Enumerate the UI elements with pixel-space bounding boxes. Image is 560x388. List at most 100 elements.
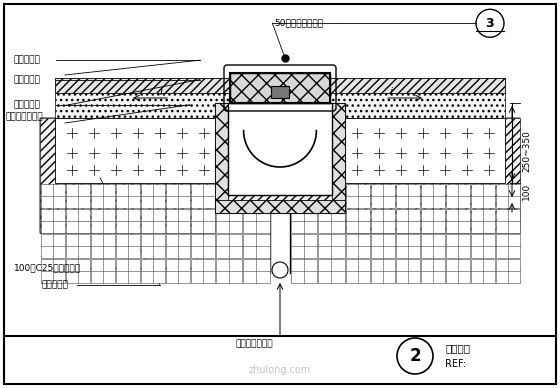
Text: 100: 100 [522,183,531,200]
Bar [346,234,370,258]
Bar [40,258,64,282]
Bar [141,184,165,208]
Text: 就近接入雨水井: 就近接入雨水井 [235,339,273,348]
Bar [496,258,520,282]
Text: zhulong.com: zhulong.com [249,365,311,375]
Bar [446,234,469,258]
Polygon shape [55,118,215,183]
Bar [371,184,394,208]
Text: 素土夯实层: 素土夯实层 [42,281,69,290]
Text: i: i [390,87,393,97]
Bar [66,208,90,232]
Bar [421,208,445,232]
Bar [40,208,64,232]
Bar [166,184,189,208]
Text: REF:: REF: [445,359,466,369]
Bar [371,234,394,258]
Polygon shape [345,118,505,183]
Bar [243,184,269,208]
Polygon shape [276,87,284,95]
Bar [166,208,189,232]
Bar [228,103,332,195]
Bar [115,184,139,208]
Bar [115,208,139,232]
Bar [395,258,419,282]
Bar [395,184,419,208]
Bar [395,208,419,232]
Bar [190,184,214,208]
Bar [446,258,469,282]
Bar [91,234,114,258]
Bar [470,208,494,232]
Bar [243,234,269,258]
Bar [345,118,520,233]
Polygon shape [215,103,345,213]
Bar [243,208,269,232]
Bar [345,118,505,143]
Bar [115,234,139,258]
Text: 250~350: 250~350 [522,131,531,172]
Bar [55,93,505,118]
Bar [243,258,269,282]
Bar [40,118,215,233]
Bar [496,184,520,208]
Bar [55,78,505,93]
Text: 消防道结构: 消防道结构 [14,100,41,109]
Bar [141,258,165,282]
Bar [421,234,445,258]
Bar [371,258,394,282]
Text: 50厚浅灰麻水篦子: 50厚浅灰麻水篦子 [274,19,324,28]
Bar [40,184,64,208]
Bar [215,103,345,213]
Bar [470,234,494,258]
Bar [230,73,330,103]
Bar [446,208,469,232]
Bar [318,208,344,232]
Bar [216,234,242,258]
Bar [190,258,214,282]
Text: 3: 3 [486,17,494,30]
Bar [230,73,330,103]
Bar [496,208,520,232]
Bar [421,258,445,282]
Bar [91,208,114,232]
Text: 截水沟做: 截水沟做 [445,343,470,353]
Bar [421,184,445,208]
Bar [446,184,469,208]
Bar [91,258,114,282]
Text: 相应粘结层: 相应粘结层 [14,75,41,84]
Bar [141,234,165,258]
Bar [291,234,317,258]
Bar [215,200,345,213]
Text: i: i [160,87,163,97]
Bar [346,184,370,208]
Bar [318,184,344,208]
Bar [40,234,64,258]
Bar [66,184,90,208]
Bar [346,258,370,282]
Bar [291,208,317,232]
Bar [395,234,419,258]
Bar [66,234,90,258]
Bar [318,258,344,282]
Bar [216,258,242,282]
Bar [115,258,139,282]
Bar [291,258,317,282]
Bar [190,234,214,258]
Bar [166,258,189,282]
Bar [470,258,494,282]
Text: 指定饰面层: 指定饰面层 [14,55,41,65]
Polygon shape [40,118,215,233]
Polygon shape [345,118,520,233]
Bar [166,234,189,258]
Bar [291,184,317,208]
Bar [141,208,165,232]
Bar [371,208,394,232]
Bar [215,103,228,213]
Bar [216,208,242,232]
Bar [190,208,214,232]
Bar [318,234,344,258]
Bar [346,208,370,232]
Bar [470,184,494,208]
Text: 详见消防道图纸: 详见消防道图纸 [6,112,43,121]
